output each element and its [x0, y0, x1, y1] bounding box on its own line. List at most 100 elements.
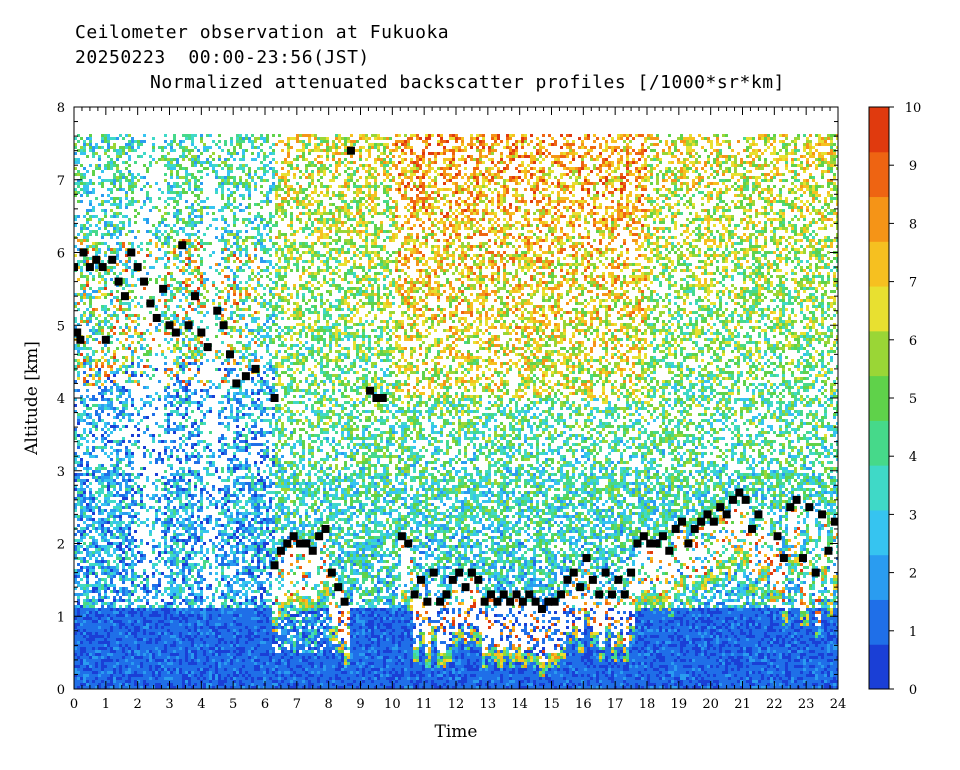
backscatter-cell — [440, 218, 443, 221]
backscatter-cell — [419, 224, 422, 227]
backscatter-cell — [407, 170, 410, 173]
backscatter-cell — [740, 203, 743, 206]
backscatter-cell — [377, 155, 380, 158]
backscatter-cell — [620, 251, 623, 254]
backscatter-cell — [545, 209, 548, 212]
backscatter-cell — [113, 146, 116, 149]
backscatter-cell — [557, 203, 560, 206]
backscatter-cell — [110, 248, 113, 251]
backscatter-cell — [704, 170, 707, 173]
backscatter-cell — [242, 158, 245, 161]
backscatter-cell — [569, 167, 572, 170]
backscatter-cell — [437, 188, 440, 191]
backscatter-cell — [536, 218, 539, 221]
backscatter-cell — [200, 206, 203, 209]
backscatter-cell — [704, 164, 707, 167]
backscatter-cell — [458, 236, 461, 239]
backscatter-cell — [332, 140, 335, 143]
backscatter-cell — [680, 188, 683, 191]
backscatter-cell — [701, 191, 704, 194]
backscatter-cell — [530, 158, 533, 161]
backscatter-cell — [485, 248, 488, 251]
backscatter-cell — [422, 185, 425, 188]
backscatter-cell — [584, 215, 587, 218]
backscatter-cell — [767, 251, 770, 254]
backscatter-cell — [833, 173, 836, 176]
backscatter-cell — [371, 194, 374, 197]
backscatter-cell — [419, 158, 422, 161]
backscatter-cell — [704, 242, 707, 245]
backscatter-cell — [317, 173, 320, 176]
backscatter-cell — [788, 206, 791, 209]
backscatter-cell — [308, 227, 311, 230]
backscatter-cell — [260, 218, 263, 221]
backscatter-cell — [683, 224, 686, 227]
backscatter-cell — [299, 185, 302, 188]
backscatter-cell — [239, 236, 242, 239]
backscatter-cell — [299, 176, 302, 179]
backscatter-cell — [689, 167, 692, 170]
backscatter-cell — [344, 179, 347, 182]
backscatter-cell — [575, 200, 578, 203]
backscatter-cell — [122, 152, 125, 155]
backscatter-cell — [473, 188, 476, 191]
backscatter-cell — [224, 140, 227, 143]
backscatter-cell — [671, 245, 674, 248]
backscatter-cell — [365, 230, 368, 233]
backscatter-cell — [206, 146, 209, 149]
backscatter-cell — [236, 167, 239, 170]
backscatter-cell — [224, 227, 227, 230]
backscatter-cell — [350, 224, 353, 227]
backscatter-cell — [617, 212, 620, 215]
backscatter-cell — [695, 176, 698, 179]
backscatter-cell — [155, 236, 158, 239]
backscatter-cell — [425, 143, 428, 146]
backscatter-cell — [494, 239, 497, 242]
backscatter-cell — [680, 137, 683, 140]
backscatter-cell — [806, 146, 809, 149]
backscatter-cell — [335, 248, 338, 251]
backscatter-cell — [761, 179, 764, 182]
backscatter-cell — [125, 152, 128, 155]
backscatter-cell — [479, 158, 482, 161]
backscatter-cell — [287, 152, 290, 155]
backscatter-cell — [671, 179, 674, 182]
backscatter-cell — [743, 239, 746, 242]
backscatter-cell — [575, 254, 578, 257]
backscatter-cell — [119, 152, 122, 155]
backscatter-cell — [587, 221, 590, 224]
backscatter-cell — [695, 158, 698, 161]
backscatter-cell — [182, 218, 185, 221]
backscatter-cell — [245, 230, 248, 233]
backscatter-cell — [191, 254, 194, 257]
backscatter-cell — [785, 152, 788, 155]
backscatter-cell — [101, 200, 104, 203]
backscatter-cell — [371, 206, 374, 209]
backscatter-cell — [563, 143, 566, 146]
backscatter-cell — [305, 227, 308, 230]
backscatter-cell — [500, 200, 503, 203]
backscatter-cell — [818, 248, 821, 251]
backscatter-cell — [662, 245, 665, 248]
backscatter-cell — [578, 182, 581, 185]
backscatter-cell — [308, 245, 311, 248]
backscatter-cell — [533, 161, 536, 164]
backscatter-cell — [482, 233, 485, 236]
backscatter-cell — [761, 248, 764, 251]
backscatter-cell — [740, 191, 743, 194]
backscatter-cell — [77, 191, 80, 194]
backscatter-cell — [380, 161, 383, 164]
backscatter-cell — [482, 242, 485, 245]
backscatter-cell — [368, 167, 371, 170]
backscatter-cell — [632, 233, 635, 236]
backscatter-cell — [725, 242, 728, 245]
backscatter-cell — [299, 218, 302, 221]
backscatter-cell — [782, 212, 785, 215]
backscatter-cell — [407, 221, 410, 224]
backscatter-cell — [482, 182, 485, 185]
backscatter-cell — [548, 152, 551, 155]
backscatter-cell — [113, 203, 116, 206]
backscatter-cell — [368, 194, 371, 197]
backscatter-cell — [347, 239, 350, 242]
backscatter-cell — [407, 209, 410, 212]
